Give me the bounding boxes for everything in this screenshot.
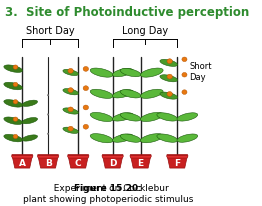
Circle shape [47, 94, 49, 96]
Ellipse shape [90, 89, 113, 98]
Circle shape [83, 67, 89, 71]
Text: F: F [174, 159, 180, 168]
Ellipse shape [177, 134, 198, 142]
Polygon shape [38, 154, 58, 168]
Polygon shape [130, 156, 151, 158]
Text: Experiment on Cocklebur
plant showing photoperiodic stimulus: Experiment on Cocklebur plant showing ph… [23, 184, 194, 204]
Ellipse shape [140, 68, 163, 77]
Ellipse shape [120, 113, 141, 121]
Ellipse shape [63, 69, 78, 76]
Ellipse shape [160, 92, 178, 99]
Polygon shape [166, 156, 188, 158]
Ellipse shape [4, 134, 23, 142]
Polygon shape [37, 156, 59, 158]
Polygon shape [67, 156, 89, 158]
Circle shape [68, 126, 73, 131]
Circle shape [83, 124, 89, 129]
Polygon shape [130, 154, 151, 168]
Text: A: A [19, 159, 26, 168]
Text: D: D [109, 159, 116, 168]
Ellipse shape [90, 112, 113, 122]
Ellipse shape [140, 134, 163, 143]
Polygon shape [167, 154, 188, 168]
Text: B: B [45, 159, 52, 168]
Circle shape [47, 133, 49, 135]
Ellipse shape [112, 134, 133, 142]
Ellipse shape [63, 89, 78, 95]
Text: Figure 15.20:: Figure 15.20: [74, 184, 142, 193]
Ellipse shape [177, 113, 198, 121]
Ellipse shape [120, 134, 141, 142]
Text: 3.  Site of Photoinductive perception: 3. Site of Photoinductive perception [5, 6, 249, 19]
Circle shape [13, 134, 18, 139]
Circle shape [47, 114, 49, 115]
Text: Short
Day: Short Day [189, 62, 212, 82]
Ellipse shape [22, 100, 37, 106]
Ellipse shape [140, 89, 163, 98]
Text: Long Day: Long Day [122, 26, 168, 36]
Circle shape [13, 117, 18, 121]
Circle shape [13, 82, 18, 87]
Ellipse shape [4, 82, 23, 90]
Polygon shape [102, 154, 123, 168]
Ellipse shape [63, 127, 78, 133]
Circle shape [182, 90, 187, 94]
Text: E: E [138, 159, 144, 168]
Ellipse shape [63, 108, 78, 114]
Circle shape [68, 68, 73, 73]
Ellipse shape [4, 117, 23, 124]
Polygon shape [11, 156, 33, 158]
Ellipse shape [160, 59, 178, 66]
Circle shape [167, 59, 172, 64]
Circle shape [182, 73, 187, 77]
Text: C: C [75, 159, 81, 168]
Circle shape [68, 107, 73, 112]
Ellipse shape [160, 75, 178, 82]
Ellipse shape [112, 113, 133, 121]
Circle shape [68, 88, 73, 92]
Ellipse shape [112, 90, 133, 98]
Circle shape [167, 91, 172, 96]
Ellipse shape [120, 90, 141, 98]
Ellipse shape [90, 134, 113, 143]
Polygon shape [102, 156, 123, 158]
Ellipse shape [120, 68, 141, 77]
Ellipse shape [112, 68, 133, 77]
Circle shape [182, 57, 187, 62]
Ellipse shape [157, 134, 178, 142]
Circle shape [83, 86, 89, 91]
Circle shape [13, 100, 18, 104]
Ellipse shape [22, 135, 37, 141]
Ellipse shape [4, 65, 23, 72]
Ellipse shape [22, 118, 37, 124]
Ellipse shape [4, 100, 23, 107]
Polygon shape [12, 154, 32, 168]
Circle shape [13, 65, 18, 69]
Ellipse shape [157, 113, 178, 121]
Polygon shape [68, 154, 89, 168]
Ellipse shape [90, 68, 113, 77]
Text: Short Day: Short Day [26, 26, 74, 36]
Circle shape [167, 74, 172, 79]
Circle shape [83, 105, 89, 110]
Ellipse shape [140, 112, 163, 122]
